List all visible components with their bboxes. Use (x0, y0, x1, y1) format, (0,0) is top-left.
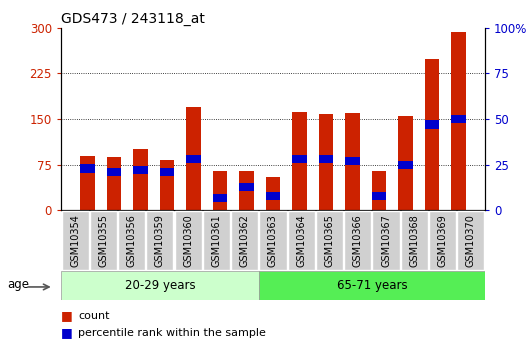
FancyBboxPatch shape (401, 211, 428, 270)
Text: GSM10363: GSM10363 (268, 214, 278, 267)
Text: percentile rank within the sample: percentile rank within the sample (78, 328, 266, 338)
Text: GSM10367: GSM10367 (381, 214, 391, 267)
FancyBboxPatch shape (288, 211, 315, 270)
Bar (372, 192, 386, 200)
Text: GSM10369: GSM10369 (438, 214, 447, 267)
Bar (266, 192, 280, 200)
Text: GSM10356: GSM10356 (127, 214, 137, 267)
Bar (345, 157, 360, 165)
Text: GSM10364: GSM10364 (296, 214, 306, 267)
Bar (160, 160, 174, 210)
Bar (160, 168, 174, 176)
Text: age: age (7, 277, 29, 290)
Bar (213, 171, 227, 210)
FancyBboxPatch shape (61, 211, 89, 270)
Bar (213, 194, 227, 202)
Text: GSM10362: GSM10362 (240, 214, 250, 267)
FancyBboxPatch shape (457, 211, 484, 270)
Bar (80, 156, 95, 210)
Bar (398, 161, 413, 169)
Text: GSM10366: GSM10366 (353, 214, 363, 267)
Bar (266, 177, 280, 210)
Bar (451, 32, 466, 210)
FancyBboxPatch shape (90, 211, 117, 270)
Bar (398, 116, 413, 210)
FancyBboxPatch shape (203, 211, 230, 270)
Bar (239, 171, 254, 210)
Bar (133, 149, 148, 210)
Text: 65-71 years: 65-71 years (337, 279, 407, 292)
Bar (319, 155, 333, 164)
Text: GSM10370: GSM10370 (466, 214, 476, 267)
Bar (425, 59, 439, 210)
Bar (345, 113, 360, 210)
FancyBboxPatch shape (373, 211, 400, 270)
FancyBboxPatch shape (146, 211, 173, 270)
Text: GSM10361: GSM10361 (211, 214, 222, 267)
Bar (425, 120, 439, 129)
FancyBboxPatch shape (118, 211, 145, 270)
Bar (451, 115, 466, 123)
Bar (133, 166, 148, 174)
FancyBboxPatch shape (259, 211, 287, 270)
Text: count: count (78, 311, 109, 321)
FancyBboxPatch shape (429, 211, 456, 270)
Text: GSM10365: GSM10365 (324, 214, 334, 267)
Text: 20-29 years: 20-29 years (125, 279, 195, 292)
Text: ■: ■ (61, 309, 73, 322)
Text: GSM10359: GSM10359 (155, 214, 165, 267)
FancyBboxPatch shape (61, 271, 259, 300)
Bar (107, 168, 121, 176)
Text: ■: ■ (61, 326, 73, 339)
Text: GSM10355: GSM10355 (99, 214, 108, 267)
Text: GSM10368: GSM10368 (409, 214, 419, 267)
FancyBboxPatch shape (231, 211, 258, 270)
FancyBboxPatch shape (259, 271, 485, 300)
Bar (186, 107, 201, 210)
FancyBboxPatch shape (316, 211, 343, 270)
Bar (292, 112, 307, 210)
Text: GSM10354: GSM10354 (70, 214, 80, 267)
Bar (186, 155, 201, 164)
Bar (107, 157, 121, 210)
Bar (292, 155, 307, 164)
Bar (372, 171, 386, 210)
Bar (239, 183, 254, 191)
Bar (319, 114, 333, 210)
FancyBboxPatch shape (344, 211, 372, 270)
FancyBboxPatch shape (174, 211, 202, 270)
Bar (80, 164, 95, 172)
Text: GDS473 / 243118_at: GDS473 / 243118_at (61, 12, 205, 26)
Text: GSM10360: GSM10360 (183, 214, 193, 267)
